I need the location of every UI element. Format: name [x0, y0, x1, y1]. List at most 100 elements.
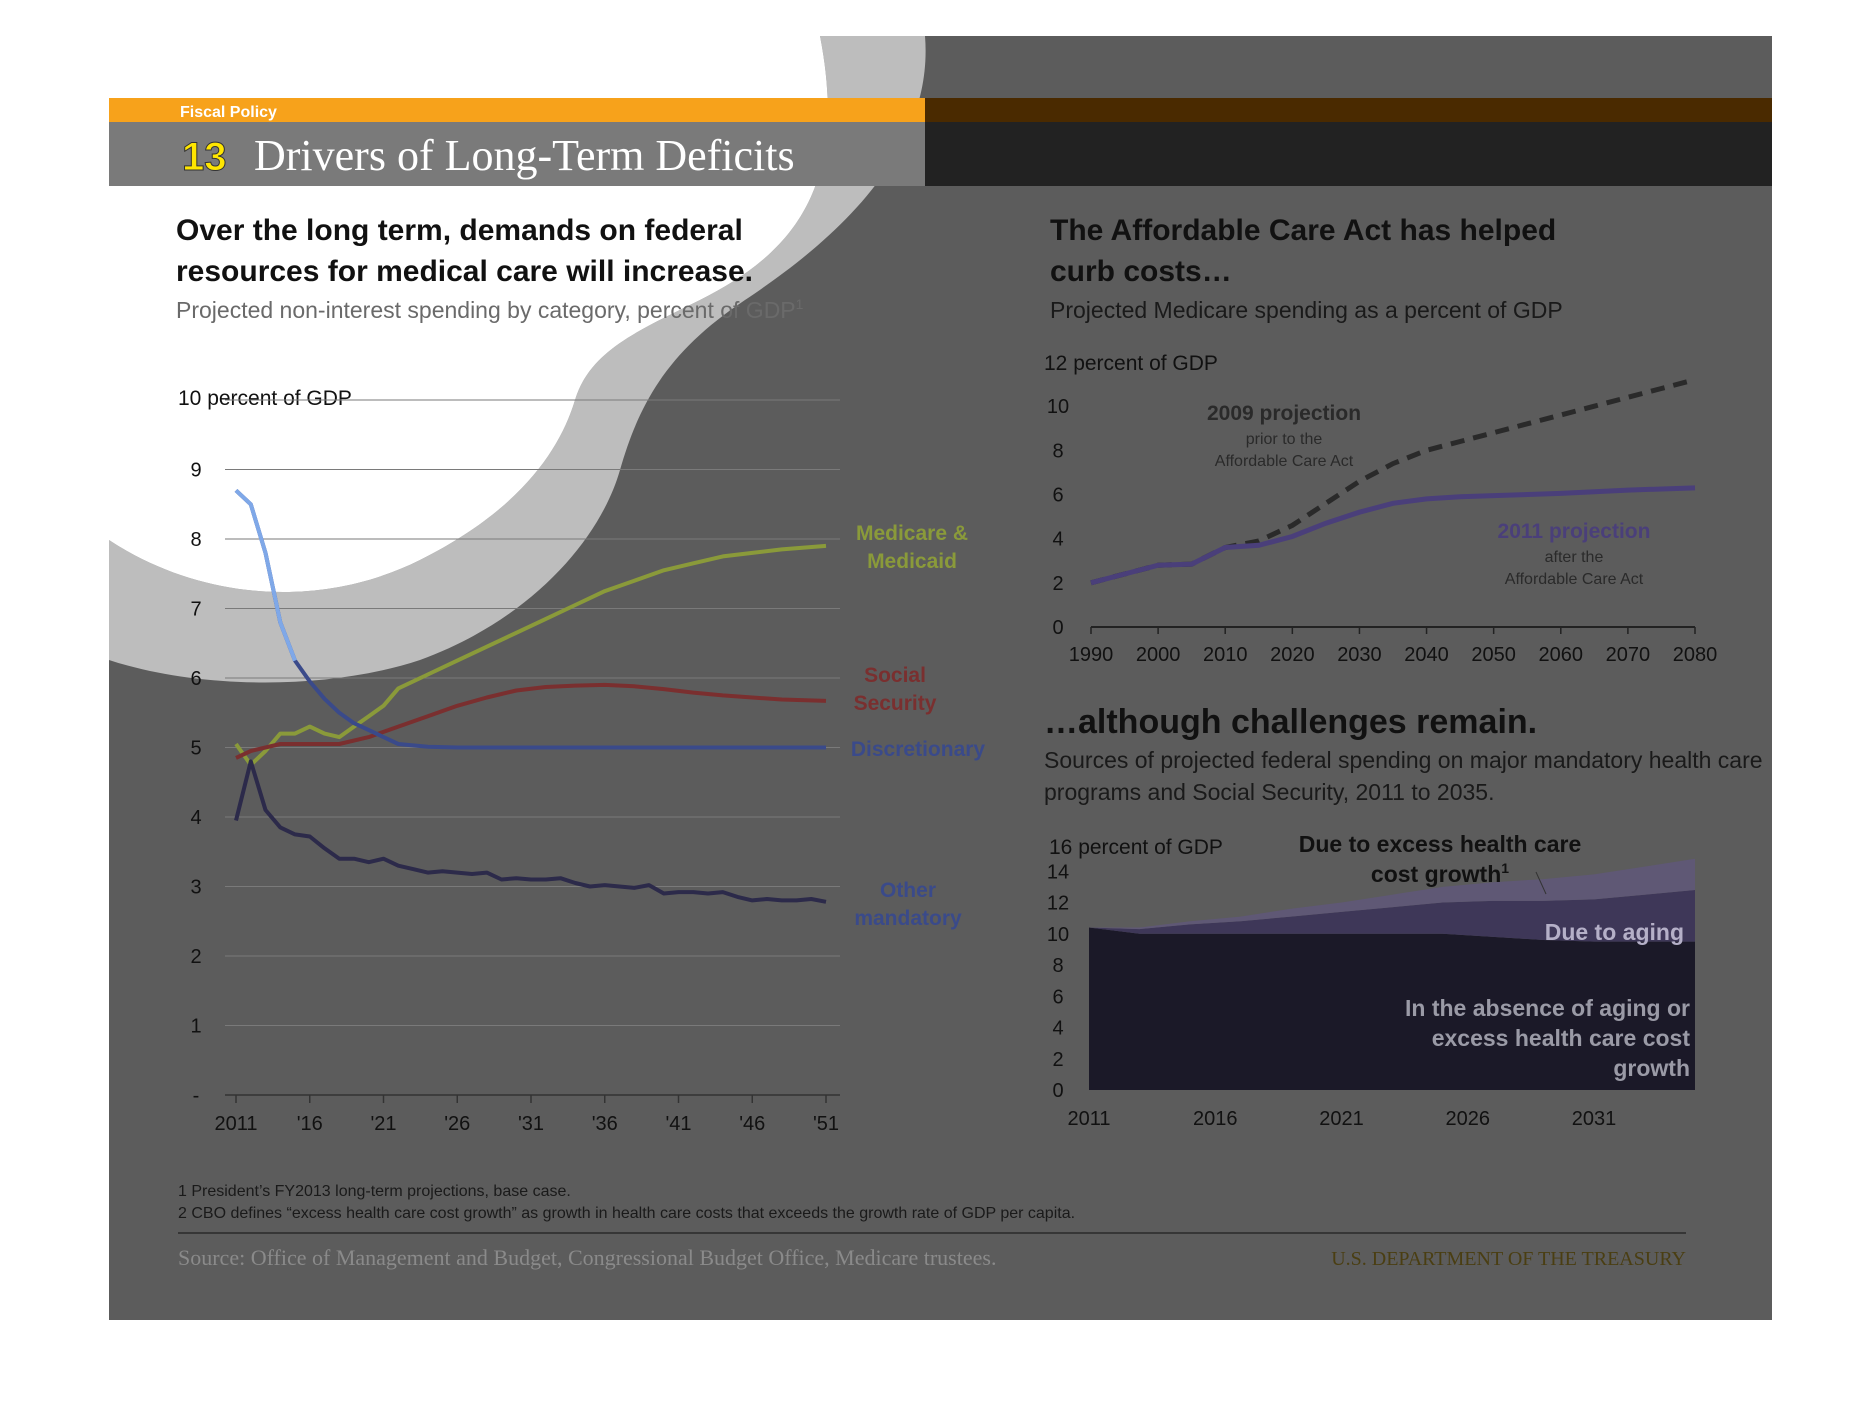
label-base-line2: excess health care cost — [1432, 1025, 1691, 1051]
y-tick-label: 3 — [190, 877, 201, 899]
right-bottom-headline: …although challenges remain. — [1044, 703, 1537, 741]
annotation-2011-title: 2011 projection — [1498, 520, 1651, 543]
y-tick-label: 9 — [190, 460, 201, 482]
y-tick-label: 4 — [190, 807, 201, 829]
y-tick-label: 10 — [1047, 396, 1069, 418]
footnotes: 1 President’s FY2013 long-term projectio… — [178, 1183, 1686, 1270]
left-subtitle-text: Projected non-interest spending by categ… — [176, 297, 796, 323]
y-tick-label: 6 — [190, 668, 201, 690]
y-tick-label: 10 — [1047, 924, 1069, 946]
footnote-2: 2 CBO defines “excess health care cost g… — [178, 1205, 1075, 1222]
label-excess-line1: Due to excess health care — [1299, 831, 1582, 857]
medicare-projection-chart: 0 2 4 6 8 10 1990 2000 2010 2020 2030 2040 2050 2060 2… — [1047, 377, 1718, 666]
series-label: Social — [864, 664, 926, 687]
orange-bar-dark — [925, 98, 1772, 122]
area-excess-cost — [1089, 858, 1695, 930]
page-number: 13 — [182, 135, 227, 179]
y-tick-label: 4 — [1052, 1018, 1063, 1040]
projection-2011-line — [1090, 485, 1696, 586]
y-tick-label: - — [193, 1085, 200, 1107]
label-aging: Due to aging — [1545, 919, 1684, 945]
label-excess-line2-text: cost growth — [1371, 861, 1501, 887]
x-tick-label: '31 — [518, 1113, 544, 1135]
y-tick-label: 5 — [190, 738, 201, 760]
x-tick-label: '16 — [297, 1113, 323, 1135]
x-tick-label: '51 — [813, 1113, 839, 1135]
x-tick-label: 2016 — [1193, 1108, 1238, 1130]
y-tick-label: 6 — [1052, 485, 1063, 507]
label-excess-sup: 1 — [1501, 860, 1509, 876]
x-tick-label: '26 — [444, 1113, 470, 1135]
series-label: mandatory — [854, 907, 962, 930]
series-label: Other — [880, 879, 936, 902]
left-subtitle: Projected non-interest spending by categ… — [176, 296, 804, 323]
annotation-2011: 2011 projection after the Affordable Car… — [1498, 520, 1651, 588]
x-tick-label: 2011 — [214, 1113, 257, 1135]
discretionary-line-highlight — [234, 488, 297, 662]
y-tick-label: 2 — [1052, 1049, 1063, 1071]
x-tick-label: 2050 — [1471, 644, 1516, 666]
left-line-chart: - 1 2 3 4 5 6 7 8 9 2011 '16 '21 '26 '31 '36 '41 '46 '51 Me… — [190, 399, 985, 1135]
annotation-2009-title: 2009 projection — [1207, 402, 1361, 425]
x-tick-label: 2010 — [1203, 644, 1248, 666]
page-title: Drivers of Long-Term Deficits — [254, 131, 795, 180]
area-aging — [1089, 890, 1695, 942]
y-tick-label: 6 — [1052, 986, 1063, 1008]
y-tick-label: 8 — [190, 529, 201, 551]
x-tick-label: '46 — [739, 1113, 765, 1135]
series-label: Medicaid — [867, 550, 957, 573]
y-tick-label: 0 — [1052, 1080, 1063, 1102]
header-banner: Fiscal Policy 13 Drivers of Long-Term De… — [109, 98, 1772, 186]
annotation-2011-line1: after the — [1545, 549, 1604, 566]
right-bottom-subtitle-1: Sources of projected federal spending on… — [1044, 747, 1763, 773]
left-subtitle-sup: 1 — [796, 296, 804, 312]
orange-bar — [109, 98, 925, 122]
annotation-2009-line2: Affordable Care Act — [1215, 453, 1354, 470]
right-bottom-subtitle-2: programs and Social Security, 2011 to 20… — [1044, 779, 1494, 805]
x-tick-label: 2026 — [1446, 1108, 1491, 1130]
x-tick-label: 2030 — [1337, 644, 1382, 666]
label-base-line1: In the absence of aging or — [1405, 995, 1690, 1021]
y-tick-label: 7 — [190, 599, 201, 621]
agency-name: U.S. DEPARTMENT OF THE TREASURY — [1331, 1248, 1686, 1270]
x-tick-label: 2060 — [1539, 644, 1584, 666]
x-tick-label: 2020 — [1270, 644, 1315, 666]
y-tick-label: 2 — [1052, 573, 1063, 595]
footnote-1: 1 President’s FY2013 long-term projectio… — [178, 1183, 571, 1200]
y-tick-label: 8 — [1052, 440, 1063, 462]
y-tick-label: 1 — [190, 1016, 201, 1038]
label-base-line3: growth — [1613, 1055, 1690, 1081]
right-top-headline-1: The Affordable Care Act has helped — [1050, 214, 1556, 247]
series-label: Security — [854, 692, 937, 715]
health-spending-area-chart: 0 2 4 6 8 10 12 14 2011 2016 2021 2026 2031 — [1047, 858, 1695, 1130]
x-tick-label: '41 — [665, 1113, 691, 1135]
y-tick-label: 12 — [1047, 893, 1069, 915]
medicare-medicaid-line — [234, 543, 827, 767]
section-label: Fiscal Policy — [180, 104, 277, 121]
label-excess-line2: cost growth1 — [1371, 860, 1509, 887]
y-tick-label: 8 — [1052, 955, 1063, 977]
x-tick-label: 2040 — [1404, 644, 1449, 666]
x-tick-label: 2080 — [1673, 644, 1718, 666]
y-tick-label: 4 — [1052, 529, 1063, 551]
x-tick-label: '36 — [592, 1113, 618, 1135]
annotation-2009: 2009 projection prior to the Affordable … — [1207, 402, 1361, 470]
label-excess-leader — [1535, 871, 1547, 895]
x-tick-label: 2031 — [1572, 1108, 1617, 1130]
y-tick-label: 0 — [1052, 617, 1063, 639]
y-tick-label: 14 — [1047, 861, 1069, 883]
x-tick-label: 1990 — [1069, 644, 1114, 666]
series-label: Medicare & — [856, 522, 968, 545]
title-bar-dark — [925, 122, 1772, 186]
x-tick-label: 2000 — [1136, 644, 1181, 666]
right-bottom-y-unit-label: 16 percent of GDP — [1049, 836, 1223, 859]
area-base — [1089, 927, 1695, 1090]
left-headline-2: resources for medical care will increase… — [176, 255, 753, 288]
right-top-y-unit-label: 12 percent of GDP — [1044, 352, 1218, 375]
right-top-subtitle: Projected Medicare spending as a percent… — [1050, 297, 1563, 323]
left-y-unit-label: 10 percent of GDP — [178, 387, 352, 410]
annotation-2009-line1: prior to the — [1246, 431, 1323, 448]
social-security-line — [235, 682, 827, 760]
x-tick-label: 2011 — [1067, 1108, 1110, 1130]
